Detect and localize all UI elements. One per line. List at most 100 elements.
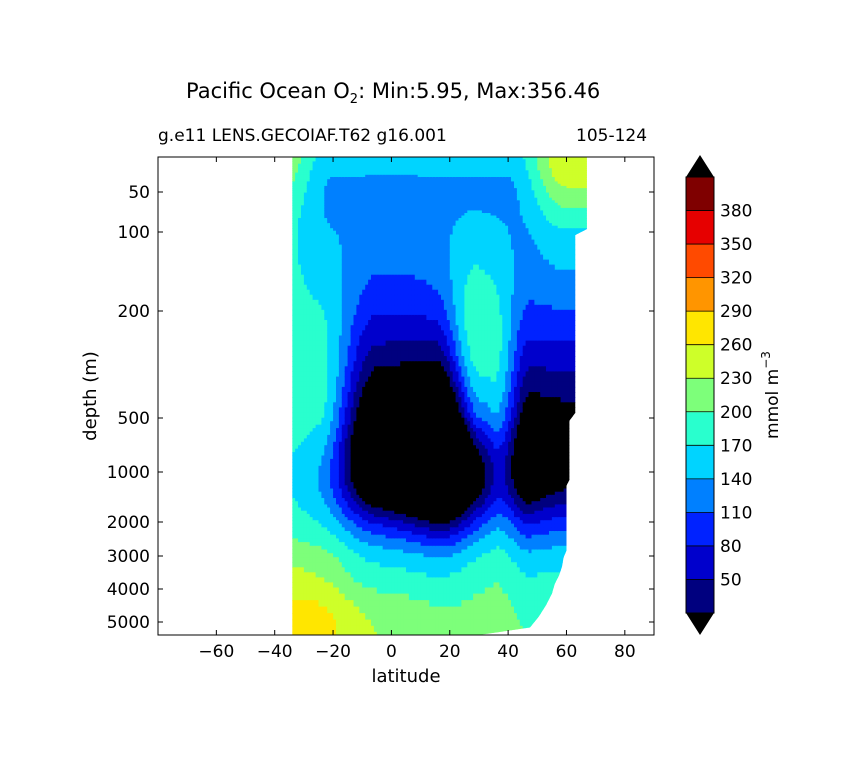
contour-cell bbox=[347, 159, 352, 162]
contour-cell bbox=[368, 274, 372, 281]
contour-cell bbox=[365, 325, 369, 331]
contour-cell bbox=[371, 438, 375, 443]
contour-cell bbox=[336, 345, 340, 352]
contour-cell bbox=[306, 202, 311, 206]
contour-cell bbox=[330, 371, 334, 378]
contour-cell bbox=[312, 498, 317, 502]
contour-cell bbox=[365, 567, 369, 573]
contour-cell bbox=[373, 264, 378, 271]
contour-cell bbox=[350, 593, 355, 601]
contour-cell bbox=[315, 448, 320, 453]
contour-cell bbox=[312, 510, 317, 515]
contour-cell bbox=[309, 161, 314, 165]
contour-cell bbox=[327, 205, 331, 209]
contour-cell bbox=[344, 192, 349, 196]
contour-cell bbox=[336, 498, 340, 502]
contour-cell bbox=[376, 177, 381, 180]
contour-cell bbox=[306, 215, 311, 219]
contour-cell bbox=[298, 424, 302, 429]
contour-cell bbox=[353, 417, 357, 422]
contour-cell bbox=[356, 465, 360, 470]
contour-cell bbox=[359, 531, 363, 536]
contour-cell bbox=[359, 485, 363, 490]
contour-cell bbox=[292, 223, 296, 227]
contour-cell bbox=[359, 177, 363, 180]
contour-cell bbox=[379, 421, 384, 426]
contour-cell bbox=[376, 157, 381, 160]
contour-cell bbox=[376, 289, 381, 296]
contour-cell bbox=[309, 335, 314, 342]
contour-cell bbox=[312, 421, 317, 426]
contour-cell bbox=[301, 210, 305, 214]
contour-cell bbox=[379, 330, 384, 336]
contour-cell bbox=[365, 469, 369, 474]
contour-cell bbox=[301, 441, 305, 446]
contour-cell bbox=[368, 289, 372, 296]
contour-cell bbox=[362, 392, 366, 398]
contour-cell bbox=[312, 174, 317, 178]
contour-cell bbox=[321, 582, 325, 588]
contour-cell bbox=[324, 218, 328, 222]
contour-cell bbox=[333, 531, 337, 536]
contour-cell bbox=[324, 181, 328, 185]
contour-cell bbox=[344, 181, 349, 185]
contour-cell bbox=[368, 172, 372, 176]
contour-cell bbox=[321, 188, 325, 191]
contour-cell bbox=[301, 264, 305, 271]
contour-cell bbox=[365, 412, 369, 419]
contour-cell bbox=[362, 557, 366, 563]
contour-cell bbox=[315, 228, 320, 232]
contour-cell bbox=[365, 421, 369, 426]
contour-cell bbox=[292, 538, 296, 543]
contour-cell bbox=[321, 299, 325, 306]
contour-cell bbox=[333, 631, 337, 635]
contour-cell bbox=[309, 452, 314, 457]
contour-cell bbox=[301, 562, 305, 568]
contour-cell bbox=[309, 465, 314, 470]
contour-cell bbox=[292, 200, 296, 204]
contour-cell bbox=[324, 549, 328, 554]
contour-cell bbox=[362, 220, 366, 224]
contour-cell bbox=[341, 534, 346, 539]
contour-cell bbox=[359, 501, 363, 505]
contour-cell bbox=[376, 567, 381, 573]
contour-cell bbox=[298, 606, 302, 614]
contour-cell bbox=[347, 195, 352, 199]
contour-cell bbox=[324, 294, 328, 301]
contour-cell bbox=[347, 309, 352, 316]
contour-cell bbox=[373, 202, 378, 206]
contour-cell bbox=[295, 424, 299, 429]
contour-cell bbox=[312, 613, 317, 621]
contour-cell bbox=[344, 284, 349, 291]
contour-cell bbox=[359, 520, 363, 525]
contour-cell bbox=[327, 314, 331, 321]
contour-cell bbox=[368, 507, 372, 512]
contour-cell bbox=[292, 557, 296, 563]
contour-cell bbox=[298, 163, 302, 167]
contour-cell bbox=[397, 376, 401, 383]
contour-cell bbox=[336, 600, 340, 608]
contour-cell bbox=[318, 421, 322, 426]
contour-cell bbox=[373, 340, 378, 347]
contour-cell bbox=[309, 567, 314, 573]
contour-cell bbox=[379, 264, 384, 271]
contour-cell bbox=[295, 549, 299, 554]
contour-cell bbox=[371, 507, 375, 512]
contour-cell bbox=[397, 335, 401, 342]
contour-cell bbox=[298, 479, 302, 483]
contour-cell bbox=[365, 455, 369, 460]
contour-cell bbox=[373, 397, 378, 403]
contour-cell bbox=[324, 572, 328, 578]
contour-cell bbox=[321, 213, 325, 217]
contour-cell bbox=[318, 438, 322, 443]
contour-cell bbox=[376, 485, 381, 490]
contour-cell bbox=[309, 402, 314, 408]
contour-cell bbox=[356, 213, 360, 217]
contour-cell bbox=[371, 220, 375, 224]
contour-cell bbox=[312, 445, 317, 450]
contour-cell bbox=[298, 215, 302, 219]
contour-cell bbox=[359, 254, 363, 261]
contour-cell bbox=[338, 309, 343, 316]
contour-cell bbox=[344, 501, 349, 505]
contour-cell bbox=[359, 185, 363, 189]
